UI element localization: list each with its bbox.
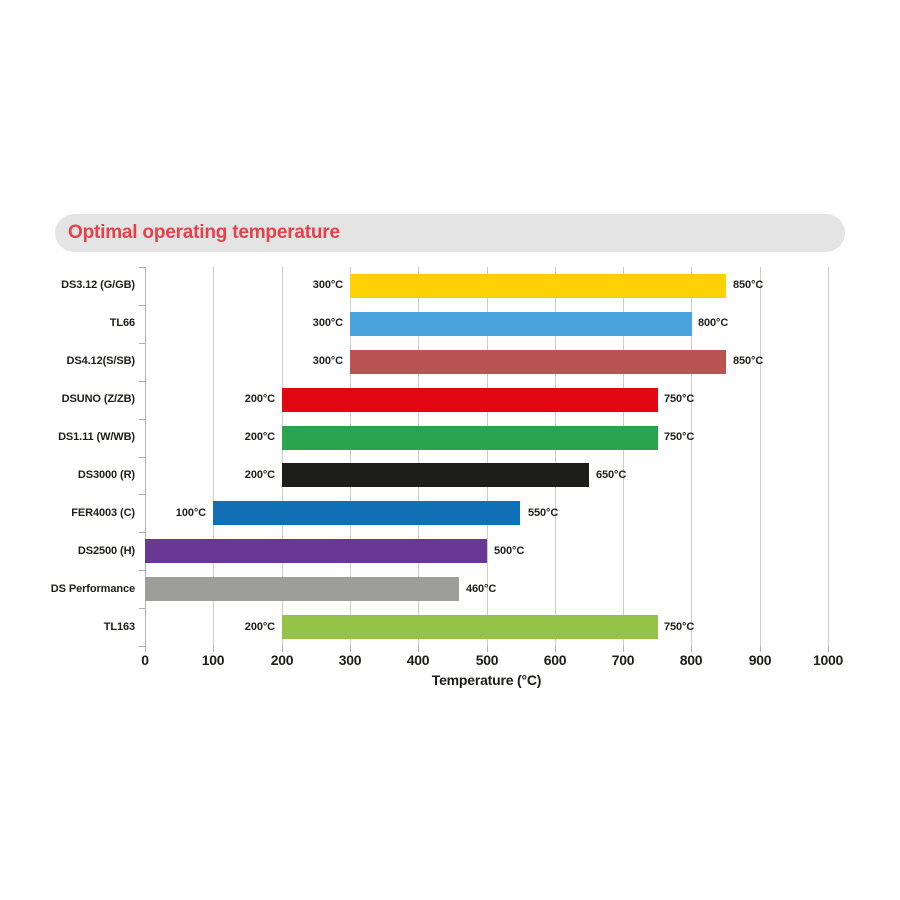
bar-start-label: 200°C	[244, 469, 275, 481]
chart-title-pill: Optimal operating temperature	[55, 214, 845, 252]
category-label-DS3000 (R): DS3000 (R)	[77, 469, 135, 481]
x-tick-mark-900	[760, 646, 761, 652]
gridline-800	[691, 267, 692, 646]
bar-DS2500 (H)	[145, 539, 487, 563]
category-label-DS4.12(S/SB): DS4.12(S/SB)	[66, 355, 136, 367]
bar-end-label: 500°C	[494, 545, 525, 557]
x-tick-mark-700	[623, 646, 624, 652]
bar-end-label: 850°C	[733, 279, 764, 291]
x-tick-mark-100	[213, 646, 214, 652]
category-label-DS2500 (H): DS2500 (H)	[77, 545, 135, 557]
bar-DSUNO (Z/ZB)	[282, 388, 658, 412]
x-tick-label-1000: 1000	[813, 652, 843, 668]
x-tick-label-0: 0	[141, 652, 149, 668]
bar-end-label: 750°C	[664, 621, 695, 633]
y-tick-mark-9	[139, 608, 145, 609]
x-tick-label-800: 800	[679, 652, 703, 668]
plot-area: 300°C 850°C 300°C 800°C 300°C 850°C 200°C 750°C…	[145, 267, 829, 652]
x-tick-mark-0	[145, 646, 146, 652]
gridline-500	[487, 267, 488, 646]
bar-start-label: 300°C	[312, 355, 343, 367]
x-tick-label-300: 300	[338, 652, 362, 668]
gridline-1000	[828, 267, 829, 646]
category-label-DSUNO (Z/ZB): DSUNO (Z/ZB)	[61, 393, 135, 405]
bar-start-label: 100°C	[175, 507, 206, 519]
gridline-600	[555, 267, 556, 646]
y-tick-mark-4	[139, 419, 145, 420]
x-tick-label-600: 600	[543, 652, 567, 668]
x-tick-mark-500	[487, 646, 488, 652]
gridline-700	[623, 267, 624, 646]
bar-DS3.12 (G/GB)	[350, 274, 726, 298]
y-tick-mark-8	[139, 570, 145, 571]
x-tick-mark-200	[282, 646, 283, 652]
y-tick-mark-3	[139, 381, 145, 382]
x-tick-label-100: 100	[201, 652, 225, 668]
bar-end-label: 850°C	[733, 355, 764, 367]
bar-end-label: 750°C	[664, 393, 695, 405]
gridline-300	[350, 267, 351, 646]
gridline-400	[418, 267, 419, 646]
x-tick-mark-600	[555, 646, 556, 652]
bar-start-label: 300°C	[312, 279, 343, 291]
bar-start-label: 200°C	[244, 393, 275, 405]
x-tick-mark-400	[418, 646, 419, 652]
bar-end-label: 550°C	[528, 507, 559, 519]
y-tick-mark-0	[139, 267, 145, 268]
bar-TL163	[282, 615, 658, 639]
y-tick-mark-2	[139, 343, 145, 344]
x-tick-label-500: 500	[475, 652, 499, 668]
x-tick-label-200: 200	[270, 652, 294, 668]
x-axis-title: Temperature (°C)	[431, 672, 542, 688]
bar-end-label: 650°C	[596, 469, 627, 481]
gridline-100	[213, 267, 214, 646]
category-label-DS3.12 (G/GB): DS3.12 (G/GB)	[61, 279, 135, 291]
y-tick-mark-5	[139, 457, 145, 458]
category-label-FER4003 (C): FER4003 (C)	[71, 507, 135, 519]
bar-start-label: 300°C	[312, 317, 343, 329]
x-tick-mark-800	[691, 646, 692, 652]
y-tick-mark-10	[139, 646, 145, 647]
y-tick-mark-6	[139, 494, 145, 495]
bar-FER4003 (C)	[213, 501, 520, 525]
x-tick-label-400: 400	[406, 652, 430, 668]
chart-title: Optimal operating temperature	[68, 222, 340, 243]
y-tick-mark-1	[139, 305, 145, 306]
bar-DS Performance	[145, 577, 459, 601]
bar-DS3000 (R)	[282, 463, 589, 487]
gridline-900	[760, 267, 761, 646]
category-label-DS1.11 (W/WB): DS1.11 (W/WB)	[58, 431, 135, 443]
bar-end-label: 750°C	[664, 431, 695, 443]
x-tick-mark-1000	[828, 646, 829, 652]
bar-DS1.11 (W/WB)	[282, 426, 658, 450]
bar-DS4.12(S/SB)	[350, 350, 726, 374]
category-label-TL163: TL163	[103, 621, 135, 633]
bar-end-label: 460°C	[466, 583, 497, 595]
category-label-TL66: TL66	[109, 317, 135, 329]
y-tick-mark-7	[139, 532, 145, 533]
x-tick-mark-300	[350, 646, 351, 652]
bar-start-label: 200°C	[244, 431, 275, 443]
bar-TL66	[350, 312, 692, 336]
bar-end-label: 800°C	[698, 317, 729, 329]
gridline-200	[282, 267, 283, 646]
gridline-0	[145, 267, 146, 646]
category-label-DS Performance: DS Performance	[50, 583, 135, 595]
x-tick-label-700: 700	[611, 652, 635, 668]
bar-start-label: 200°C	[244, 621, 275, 633]
x-tick-label-900: 900	[748, 652, 772, 668]
